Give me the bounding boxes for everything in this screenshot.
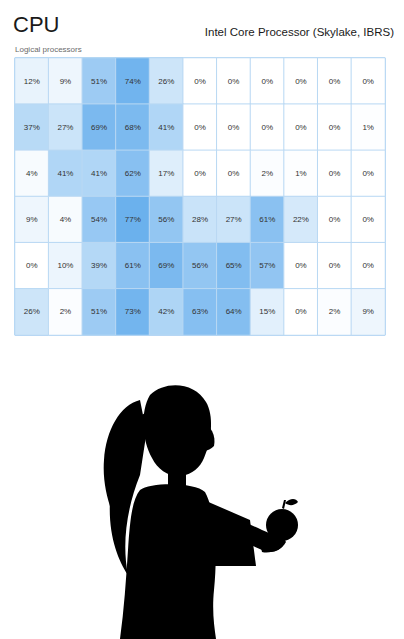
svg-text:2%: 2% — [60, 307, 72, 316]
svg-text:9%: 9% — [60, 77, 72, 86]
svg-text:0%: 0% — [228, 169, 240, 178]
svg-text:41%: 41% — [91, 169, 107, 178]
svg-text:1%: 1% — [362, 123, 374, 132]
svg-text:0%: 0% — [329, 123, 341, 132]
svg-text:0%: 0% — [261, 77, 273, 86]
svg-text:28%: 28% — [192, 215, 208, 224]
svg-text:42%: 42% — [158, 307, 174, 316]
svg-text:4%: 4% — [60, 215, 72, 224]
svg-text:0%: 0% — [194, 169, 206, 178]
html-text:Intel Core Processor (Skylake,: Intel Core Processor (Skylake, IBRS) — [204, 26, 394, 38]
svg-text:77%: 77% — [125, 215, 141, 224]
svg-text:0%: 0% — [329, 77, 341, 86]
svg-text:2%: 2% — [329, 307, 341, 316]
svg-text:51%: 51% — [91, 307, 107, 316]
svg-text:0%: 0% — [26, 261, 38, 270]
svg-text:0%: 0% — [362, 77, 374, 86]
svg-text:0%: 0% — [329, 169, 341, 178]
svg-text:41%: 41% — [158, 123, 174, 132]
svg-text:57%: 57% — [259, 261, 275, 270]
svg-text:64%: 64% — [226, 307, 242, 316]
svg-text:37%: 37% — [24, 123, 40, 132]
svg-text:65%: 65% — [226, 261, 242, 270]
svg-text:1%: 1% — [295, 169, 307, 178]
svg-text:12%: 12% — [24, 77, 40, 86]
svg-text:61%: 61% — [259, 215, 275, 224]
svg-text:0%: 0% — [329, 215, 341, 224]
svg-text:69%: 69% — [158, 261, 174, 270]
svg-text:0%: 0% — [362, 215, 374, 224]
svg-text:56%: 56% — [192, 261, 208, 270]
html-text:CPU: CPU — [13, 12, 60, 37]
svg-text:61%: 61% — [125, 261, 141, 270]
svg-text:17%: 17% — [158, 169, 174, 178]
svg-text:26%: 26% — [158, 77, 174, 86]
svg-text:4%: 4% — [26, 169, 38, 178]
svg-text:68%: 68% — [125, 123, 141, 132]
svg-text:39%: 39% — [91, 261, 107, 270]
html-text:Logical processors: Logical processors — [15, 45, 82, 54]
svg-text:56%: 56% — [158, 215, 174, 224]
svg-text:0%: 0% — [295, 307, 307, 316]
svg-text:0%: 0% — [194, 123, 206, 132]
svg-text:51%: 51% — [91, 77, 107, 86]
svg-text:0%: 0% — [228, 123, 240, 132]
svg-text:9%: 9% — [26, 215, 38, 224]
svg-text:0%: 0% — [261, 123, 273, 132]
svg-text:69%: 69% — [91, 123, 107, 132]
svg-text:9%: 9% — [362, 307, 374, 316]
svg-text:0%: 0% — [362, 169, 374, 178]
svg-text:22%: 22% — [293, 215, 309, 224]
svg-text:54%: 54% — [91, 215, 107, 224]
svg-text:26%: 26% — [24, 307, 40, 316]
svg-text:0%: 0% — [228, 77, 240, 86]
svg-text:0%: 0% — [362, 261, 374, 270]
svg-text:74%: 74% — [125, 77, 141, 86]
svg-text:0%: 0% — [295, 77, 307, 86]
svg-text:15%: 15% — [259, 307, 275, 316]
svg-text:0%: 0% — [295, 123, 307, 132]
svg-text:27%: 27% — [57, 123, 73, 132]
svg-text:0%: 0% — [295, 261, 307, 270]
svg-text:63%: 63% — [192, 307, 208, 316]
svg-text:0%: 0% — [194, 77, 206, 86]
svg-text:27%: 27% — [226, 215, 242, 224]
svg-text:62%: 62% — [125, 169, 141, 178]
svg-text:2%: 2% — [261, 169, 273, 178]
svg-text:10%: 10% — [57, 261, 73, 270]
svg-text:73%: 73% — [125, 307, 141, 316]
svg-text:41%: 41% — [57, 169, 73, 178]
svg-text:0%: 0% — [329, 261, 341, 270]
